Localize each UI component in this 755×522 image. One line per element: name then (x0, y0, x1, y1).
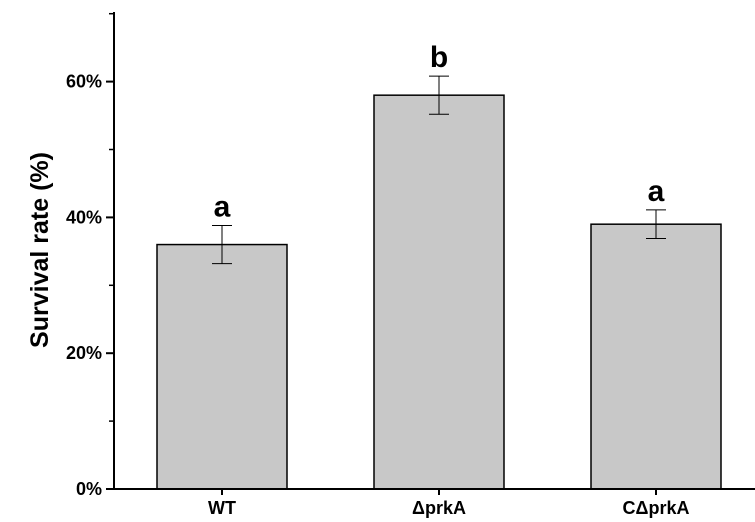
x-tick-label: WT (208, 498, 236, 518)
bar-2 (373, 94, 505, 490)
y-tick-label: 20% (66, 343, 102, 363)
significance-label: a (214, 191, 231, 224)
y-tick-label: 0% (76, 479, 102, 499)
labels-layer: WT a ΔprkA b CΔprkA a 0% 20% 40% 60% (66, 41, 690, 518)
x-tick-label: CΔprkA (623, 498, 690, 518)
error-bars-layer (212, 75, 666, 265)
x-tick-label: ΔprkA (412, 498, 466, 518)
y-axis-title: Survival rate (%) (26, 152, 54, 348)
significance-label: a (648, 175, 665, 208)
y-tick-label: 60% (66, 72, 102, 92)
error-bar-2 (429, 75, 449, 115)
bar-3 (590, 223, 722, 490)
axes-layer (113, 12, 755, 490)
y-tick-label: 40% (66, 207, 102, 227)
error-bar-1 (212, 225, 232, 265)
bars-layer (156, 94, 722, 490)
y-ticks-layer (106, 12, 657, 495)
significance-label: b (430, 41, 448, 74)
error-bar-3 (646, 209, 666, 239)
bar-1 (156, 243, 288, 490)
